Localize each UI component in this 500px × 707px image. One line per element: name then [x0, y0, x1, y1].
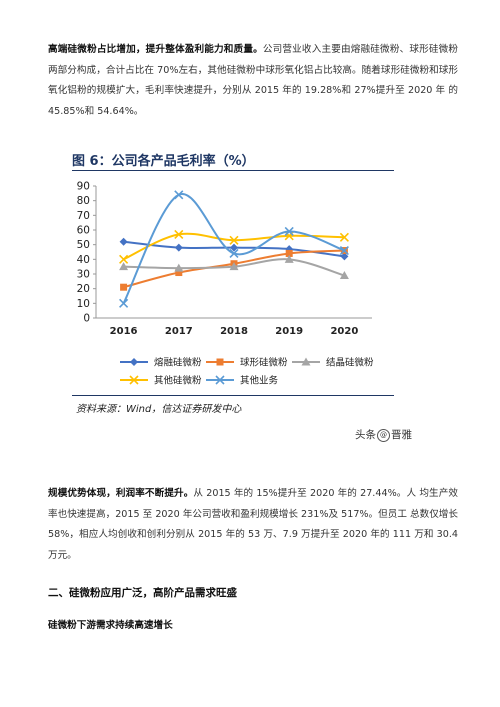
- legend-item: 结晶硅微粉: [292, 357, 374, 369]
- series-结晶硅微粉: [119, 254, 349, 279]
- data-point: [230, 243, 238, 252]
- data-point: [301, 357, 311, 366]
- legend-label: 其他业务: [240, 375, 279, 387]
- figure-title-rule: [72, 170, 394, 171]
- figure-title: 图 6：公司各产品毛利率（%）: [72, 154, 255, 169]
- watermark: 头条 @ 晋雅: [355, 427, 412, 442]
- y-tick-label: 90: [77, 181, 90, 193]
- subsection-heading: 硅微粉下游需求持续高速增长: [48, 620, 173, 631]
- data-point: [284, 254, 294, 263]
- section-heading: 二、硅微粉应用广泛，高阶产品需求旺盛: [48, 587, 237, 599]
- x-tick-label: 2018: [220, 326, 248, 337]
- figure-source: 资料来源：Wind，信达证券研发中心: [76, 404, 242, 415]
- data-point: [216, 358, 224, 366]
- data-point: [119, 237, 128, 246]
- scale-lead: 规模优势体现，利润率不断提升。: [48, 488, 194, 499]
- y-tick-label: 70: [77, 210, 90, 222]
- x-tick-label: 2017: [165, 326, 193, 337]
- watermark-at-icon: @: [377, 428, 390, 442]
- data-point: [174, 243, 183, 252]
- legend-item: 球形硅微粉: [206, 357, 288, 369]
- y-tick-label: 60: [77, 225, 90, 237]
- watermark-prefix: 头条: [355, 429, 376, 441]
- y-tick-label: 30: [77, 269, 90, 281]
- legend-label: 熔融硅微粉: [154, 357, 202, 369]
- margin-line-chart: 0 10 20 30 40 50 60 70 80 90 2016 2017 2018 2019 2020 熔…: [77, 181, 374, 387]
- series-其他硅微粉: [119, 229, 349, 264]
- y-tick-label: 0: [83, 313, 90, 325]
- legend-item: 其他硅微粉: [120, 375, 202, 387]
- series-line: [122, 193, 345, 304]
- x-tick-label: 2020: [330, 326, 358, 337]
- data-point: [119, 262, 129, 271]
- data-point: [174, 263, 184, 272]
- intro-paragraph: 高端硅微粉占比增加，提升整体盈利能力和质量。公司营业收入主要由熔融硅微粉、球形硅…: [48, 40, 458, 122]
- legend-label: 结晶硅微粉: [326, 357, 374, 369]
- y-tick-label: 40: [77, 254, 90, 266]
- legend-item: 其他业务: [206, 375, 279, 387]
- data-point: [229, 248, 239, 259]
- data-point: [130, 358, 138, 366]
- legend-label: 其他硅微粉: [154, 375, 202, 387]
- data-point: [129, 375, 139, 385]
- legend-label: 球形硅微粉: [240, 357, 288, 369]
- data-point: [119, 254, 129, 264]
- x-tick-label: 2016: [110, 326, 138, 337]
- data-point: [120, 283, 128, 291]
- scale-paragraph: 规模优势体现，利润率不断提升。从 2015 年的 15%提升至 2020 年的 …: [48, 484, 458, 566]
- x-tick-label: 2019: [275, 326, 303, 337]
- data-point: [340, 252, 349, 261]
- data-point: [175, 269, 183, 277]
- data-point: [119, 298, 129, 308]
- y-tick-label: 80: [77, 195, 90, 207]
- data-point: [229, 262, 239, 271]
- data-point: [339, 245, 349, 256]
- watermark-name: 晋雅: [391, 429, 412, 441]
- data-point: [284, 226, 294, 237]
- data-point: [285, 249, 293, 257]
- data-point: [339, 270, 349, 279]
- y-tick-label: 20: [77, 283, 90, 295]
- scale-text: 从 2015 年的 15%提升至 2020 年的 27.44%。人 均生产效率也…: [48, 488, 458, 561]
- intro-text: 公司营业收入主要由熔融硅微粉、球形硅微粉两部分构成，合计占比在 70%左右，其他…: [48, 44, 459, 117]
- data-point: [339, 232, 349, 242]
- series-其他业务: [119, 190, 349, 308]
- y-tick-label: 10: [77, 298, 90, 310]
- legend-item: 熔融硅微粉: [120, 357, 202, 369]
- y-tick-label: 50: [77, 239, 90, 251]
- data-point: [174, 190, 184, 200]
- data-point: [229, 235, 239, 245]
- data-point: [174, 229, 184, 239]
- figure-bottom-rule: [72, 395, 394, 396]
- intro-lead: 高端硅微粉占比增加，提升整体盈利能力和质量。: [48, 44, 263, 55]
- data-point: [215, 375, 225, 385]
